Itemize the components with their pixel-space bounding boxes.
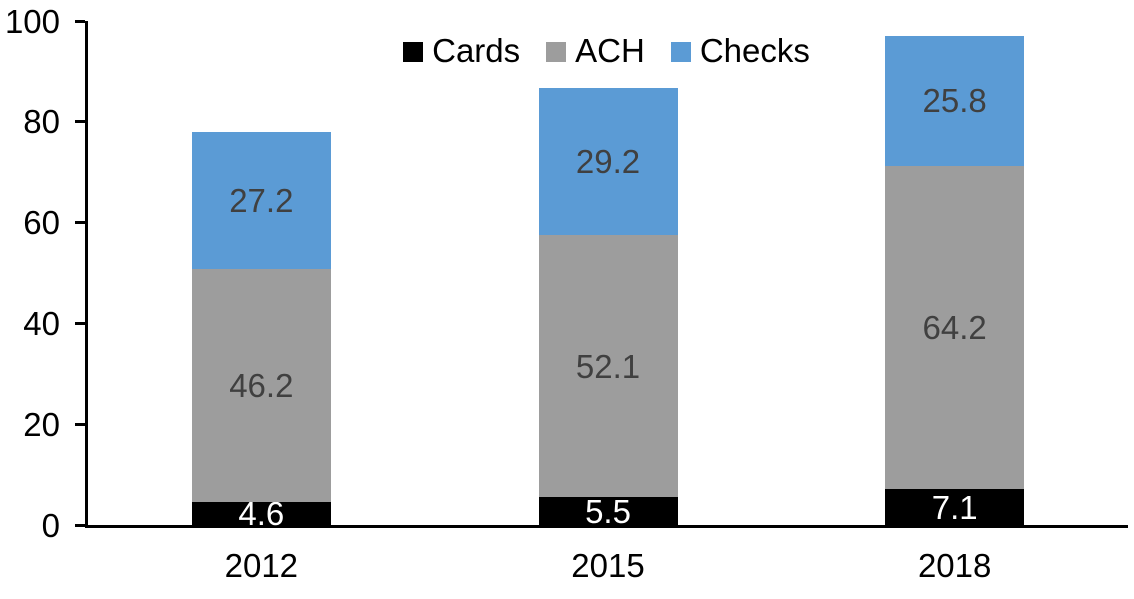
y-tick-label: 0: [41, 506, 60, 544]
y-tick: [75, 422, 85, 426]
x-category-label-2012: 2012: [224, 547, 299, 584]
bar-segment-checks-2012: [191, 131, 331, 269]
y-tick: [75, 221, 85, 225]
bar-segment-ach-2012: [191, 268, 331, 502]
bar-segment-ach-2015: [538, 234, 678, 498]
plot-area: 0 20 40 60 80 100 4.6 46.2 27.2 5.5 52.1 29.2 7.1 64.…: [5, 5, 1128, 542]
y-tick: [75, 523, 85, 527]
bar-2015: 5.5 52.1 29.2: [538, 87, 678, 528]
bar-segment-cards-2012: [191, 501, 331, 525]
bar-2012: 4.6 46.2 27.2: [191, 131, 331, 530]
bar-segment-checks-2018: [885, 35, 1025, 166]
y-tick-label: 20: [23, 405, 60, 443]
y-tick-label: 40: [23, 304, 60, 342]
y-tick-label: 100: [4, 2, 60, 40]
y-tick-label: 80: [23, 103, 60, 141]
y-tick: [75, 321, 85, 325]
bar-segment-ach-2018: [885, 165, 1025, 490]
bar-2018: 7.1 64.2 25.8: [885, 35, 1025, 525]
x-category-label-2018: 2018: [917, 547, 992, 584]
y-tick: [75, 120, 85, 124]
y-tick-label: 60: [23, 204, 60, 242]
bar-segment-cards-2018: [885, 489, 1025, 525]
y-tick: [75, 19, 85, 23]
bar-segment-cards-2015: [538, 497, 678, 525]
bar-segment-checks-2015: [538, 87, 678, 235]
x-category-label-2015: 2015: [571, 547, 645, 584]
